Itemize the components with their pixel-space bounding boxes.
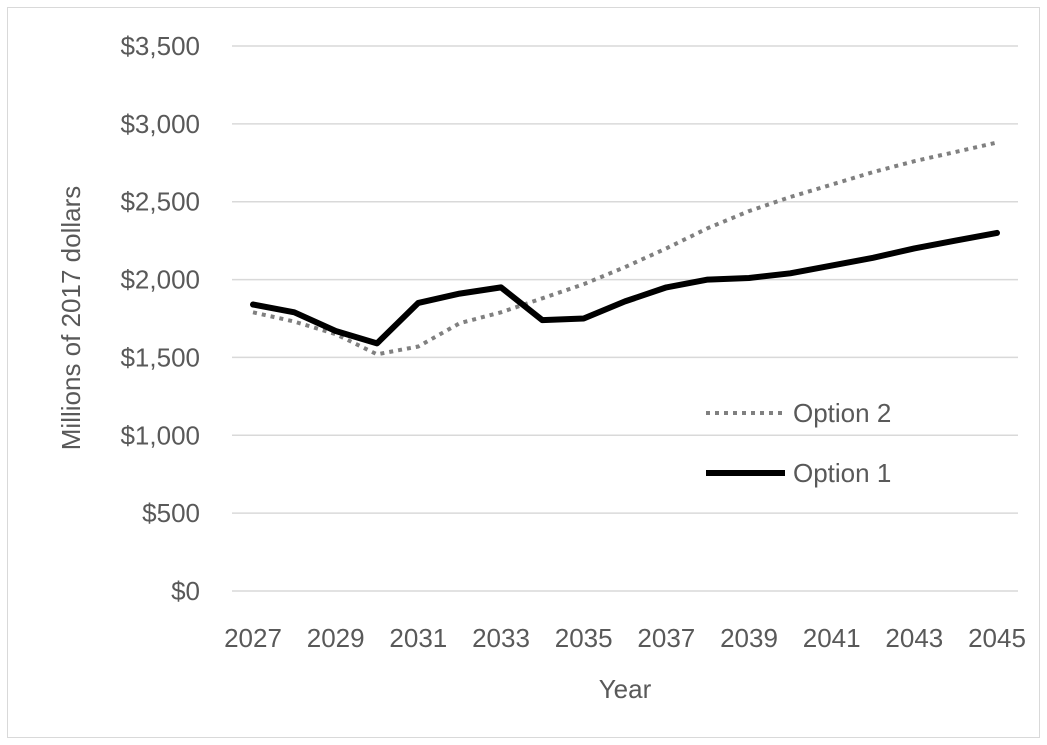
series-lines — [250, 140, 1000, 357]
x-tick-label: 2045 — [968, 623, 1026, 653]
x-tick-label: 2037 — [637, 623, 695, 653]
chart-frame — [7, 7, 1040, 738]
series-line-option-1 — [250, 229, 1000, 347]
x-axis-tick-labels: 2027 2029 2031 2033 2035 2037 2039 2041 2043 2045 — [224, 623, 1026, 653]
x-tick-label: 2031 — [389, 623, 447, 653]
legend: Option 2 Option 1 — [706, 398, 891, 488]
y-axis-tick-labels: $0 $500 $1,000 $1,500 $2,000 $2,500 $3,000 $3,5… — [120, 31, 200, 606]
y-tick-label: $2,000 — [120, 265, 200, 295]
y-tick-label: $1,000 — [120, 420, 200, 450]
y-tick-label: $0 — [171, 576, 200, 606]
x-tick-label: 2033 — [472, 623, 530, 653]
x-tick-label: 2035 — [555, 623, 613, 653]
legend-label-option-1: Option 1 — [793, 458, 891, 488]
y-tick-label: $3,000 — [120, 109, 200, 139]
x-axis-title: Year — [599, 674, 652, 704]
gridlines — [232, 45, 1018, 592]
x-tick-label: 2039 — [720, 623, 778, 653]
y-tick-label: $2,500 — [120, 187, 200, 217]
y-tick-label: $1,500 — [120, 342, 200, 372]
y-tick-label: $3,500 — [120, 31, 200, 61]
legend-label-option-2: Option 2 — [793, 398, 891, 428]
series-line-option-2 — [252, 140, 998, 357]
x-tick-label: 2041 — [803, 623, 861, 653]
x-tick-label: 2027 — [224, 623, 282, 653]
x-tick-label: 2029 — [307, 623, 365, 653]
x-tick-label: 2043 — [885, 623, 943, 653]
y-axis-title: Millions of 2017 dollars — [56, 186, 86, 450]
y-tick-label: $500 — [142, 498, 200, 528]
